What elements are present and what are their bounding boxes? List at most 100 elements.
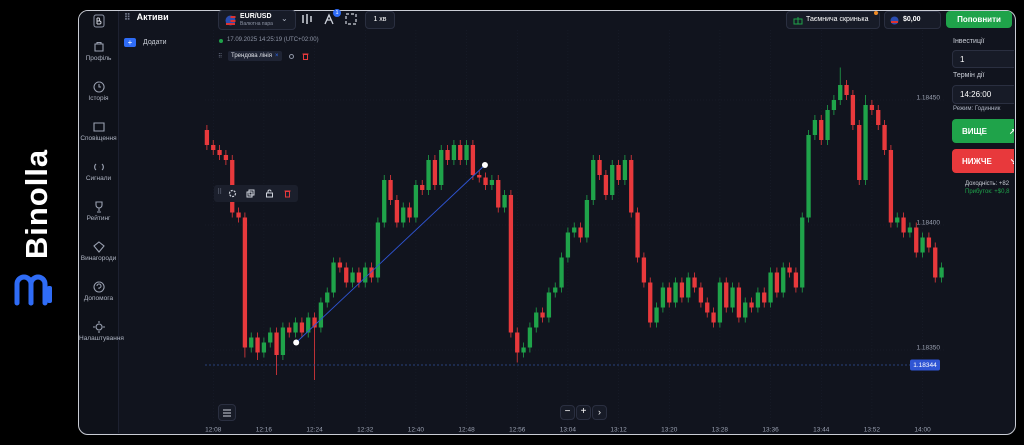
candle-body [616, 165, 621, 180]
candle-body [483, 177, 488, 185]
candle-body [920, 237, 925, 253]
candle-body [249, 337, 254, 348]
candle-body [382, 180, 387, 223]
mystery-box-button[interactable]: Таємнича скринька [786, 11, 880, 29]
flag-icon [890, 16, 899, 25]
candle-body [800, 217, 805, 288]
x-tick-label: 12:32 [357, 427, 374, 434]
candle-body [743, 302, 748, 318]
investment-value: 1 [960, 55, 965, 64]
sidebar-item[interactable]: Налаштування [79, 335, 124, 342]
lower-button[interactable]: НИЖЧЕ ↘ [952, 149, 1014, 173]
x-tick-label: 13:04 [560, 427, 577, 434]
zoom-in-button[interactable]: + [576, 405, 591, 420]
x-tick-label: 12:24 [306, 427, 323, 434]
candle-body [793, 272, 799, 288]
candle-body [622, 160, 628, 180]
candle-body [812, 120, 818, 135]
candle-body [926, 237, 932, 248]
add-label[interactable]: Додати [143, 39, 167, 46]
candle-body [762, 292, 767, 303]
timeframe-selector[interactable]: 1 хв [365, 11, 395, 29]
sidebar-icon [94, 41, 104, 52]
app-logo[interactable] [93, 14, 105, 28]
tools-badge: 1 [333, 9, 341, 17]
expiry-input[interactable]: 14:26:00 [952, 85, 1014, 104]
scroll-right-button[interactable]: › [592, 405, 607, 420]
drawing-tools-button[interactable] [322, 12, 338, 26]
layout-button[interactable] [344, 12, 358, 26]
candle-body [388, 180, 393, 200]
candle-body [470, 145, 476, 175]
sidebar-item[interactable]: Рейтинг [86, 215, 111, 222]
candle-body [217, 150, 222, 155]
candle-body [268, 332, 273, 343]
sidebar-item[interactable]: Винагороди [80, 255, 117, 262]
visibility-icon[interactable] [287, 52, 296, 61]
settings-icon[interactable] [228, 189, 237, 198]
candle-body [901, 217, 906, 233]
drawing-chip[interactable]: Трендова лінія × [228, 51, 282, 61]
sidebar-icon [94, 163, 104, 171]
sidebar-item[interactable]: Сповіщення [80, 135, 117, 142]
indicators-button[interactable] [300, 12, 314, 26]
sidebar-item[interactable]: Профіль [85, 55, 112, 62]
candle-body [369, 267, 374, 278]
candle-body [274, 332, 279, 355]
sidebar-icon [93, 281, 105, 293]
candle-body [280, 327, 286, 355]
candle-body [863, 105, 868, 180]
x-tick-label: 13:12 [610, 427, 627, 434]
candle-body [876, 110, 881, 125]
copy-icon[interactable] [246, 189, 255, 198]
candle-body [717, 282, 723, 323]
x-tick-label: 13:44 [813, 427, 830, 434]
candle-body [242, 217, 248, 348]
sidebar-icon [93, 122, 105, 132]
candle-body [439, 150, 444, 185]
higher-button[interactable]: ВИЩЕ ↗ [952, 119, 1014, 143]
lock-icon[interactable] [265, 189, 274, 198]
sidebar-icon [93, 241, 105, 253]
candle-body [515, 332, 520, 353]
candle-body [591, 160, 596, 200]
zoom-out-button[interactable]: − [560, 405, 575, 420]
candle-body [337, 262, 343, 268]
deposit-button[interactable]: Поповнити [946, 11, 1012, 28]
x-tick-label: 12:16 [256, 427, 273, 434]
chart-settings-button[interactable] [218, 404, 236, 421]
investment-input[interactable]: 1 [952, 50, 1014, 68]
balance-selector[interactable]: $0,00 [884, 11, 941, 29]
add-icon[interactable]: + [124, 38, 136, 47]
asset-type: Валютна пара [240, 21, 273, 27]
sidebar-item[interactable]: Сигнали [85, 175, 112, 182]
asset-selector[interactable]: EUR/USD Валютна пара ⌄ [218, 10, 296, 30]
mode-label: Режим: Годинник [953, 106, 1001, 112]
trade-panel: Інвестиції 1 Термін дії 14:26:00 Режим: … [948, 30, 1014, 220]
trend-line-handle [481, 162, 488, 168]
candle-body [768, 272, 773, 303]
candle-body [261, 342, 267, 353]
candle-body [869, 105, 875, 110]
delete-icon[interactable] [301, 52, 310, 61]
asset-name: EUR/USD [240, 13, 272, 20]
candle-body [698, 287, 704, 303]
delete-icon[interactable] [283, 189, 292, 198]
sidebar-item[interactable]: Допомога [83, 295, 114, 302]
sidebar-item[interactable]: Історія [88, 95, 109, 102]
higher-label: ВИЩЕ [962, 126, 988, 136]
candle-body [375, 222, 381, 278]
candle-body [781, 267, 786, 293]
x-tick-label: 13:20 [661, 427, 678, 434]
sliders-icon [223, 409, 231, 417]
candle-body [578, 227, 583, 238]
x-tick-label: 13:28 [712, 427, 729, 434]
candle-body [407, 207, 412, 218]
expiry-value: 14:26:00 [960, 90, 992, 99]
candle-body [648, 282, 653, 323]
candle-body [635, 212, 640, 258]
candle-body [502, 195, 507, 208]
candle-body [844, 85, 849, 95]
candle-body [584, 200, 590, 238]
